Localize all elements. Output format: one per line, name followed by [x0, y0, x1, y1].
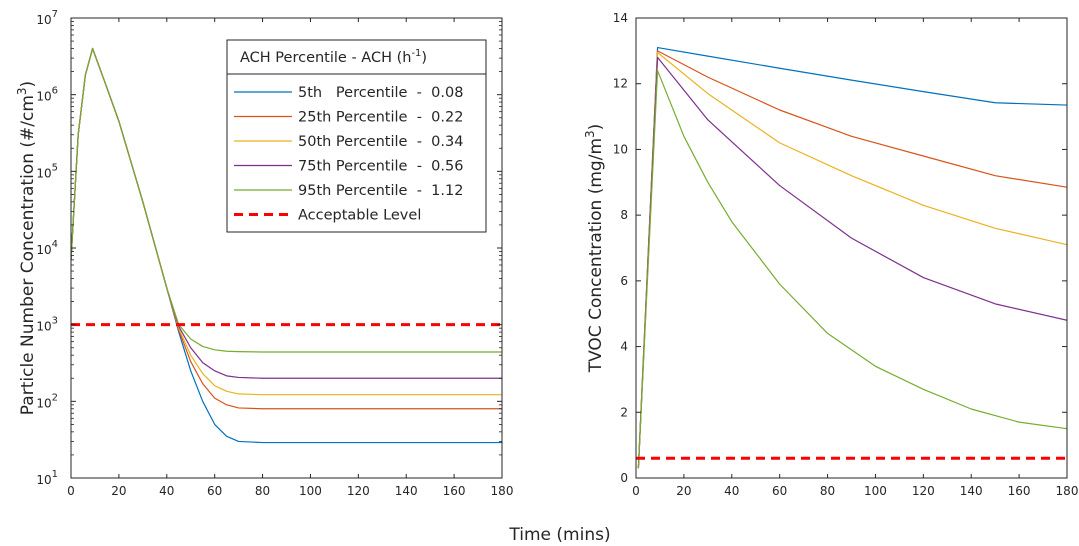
x-tick-label: 120 — [912, 484, 935, 498]
legend-box — [226, 39, 487, 233]
y-tick-label: 10 — [613, 142, 628, 156]
x-tick-label: 20 — [676, 484, 691, 498]
x-tick-label: 20 — [111, 484, 126, 498]
y-tick-label: 101 — [36, 469, 58, 487]
series-line — [637, 50, 1067, 469]
y-axis-title-tvoc: TVOC Concentration (mg/m3) — [583, 124, 606, 374]
legend-entry-label: 25th Percentile - 0.22 — [298, 110, 463, 126]
legend-entry-label: 75th Percentile - 0.56 — [298, 159, 463, 175]
plot-area-frame — [635, 17, 1068, 479]
series-line — [637, 69, 1067, 469]
y-axis-title-particle: Particle Number Concentration (#/cm3) — [15, 81, 38, 415]
tvoc-chart: 0 20 40 60 80 100 120 140 160 180 0 2 4 6 8 10 12 14 TVOC… — [583, 11, 1078, 498]
y-tick-label: 107 — [36, 9, 58, 27]
series-line — [637, 46, 1067, 469]
y-tick-label: 102 — [36, 392, 58, 410]
y-tick-label: 4 — [620, 340, 628, 354]
x-tick-label: 140 — [960, 484, 983, 498]
legend: ACH Percentile - ACH (h-1) 5th Percentil… — [226, 39, 487, 233]
x-tick-label: 80 — [820, 484, 835, 498]
x-tick-label: 100 — [864, 484, 887, 498]
particle-number-chart: 0 20 40 60 80 100 120 140 160 180 101 102 103 104 105 1… — [15, 9, 513, 498]
x-tick-label: 40 — [159, 484, 174, 498]
y-tick-label: 104 — [36, 239, 58, 257]
y-tick-label: 2 — [620, 405, 628, 419]
x-tick-label: 180 — [491, 484, 514, 498]
series-line — [637, 51, 1067, 469]
legend-entry-label: Acceptable Level — [298, 208, 421, 224]
x-tick-label: 40 — [724, 484, 739, 498]
x-tick-label: 120 — [347, 484, 370, 498]
x-tick-label: 0 — [67, 484, 75, 498]
y-tick-label: 12 — [613, 77, 628, 91]
x-tick-label: 160 — [1008, 484, 1031, 498]
y-tick-label: 6 — [620, 274, 628, 288]
x-tick-label: 180 — [1056, 484, 1079, 498]
legend-entry-label: 50th Percentile - 0.34 — [298, 134, 463, 150]
y-tick-label: 8 — [620, 208, 628, 222]
series-line — [637, 56, 1067, 469]
x-tick-label: 160 — [443, 484, 466, 498]
series-line — [71, 47, 502, 353]
x-tick-label: 140 — [395, 484, 418, 498]
y-tick-label: 0 — [620, 471, 628, 485]
legend-title: ACH Percentile - ACH (h-1) — [240, 48, 427, 66]
y-tick-label: 105 — [36, 162, 58, 180]
legend-entry-label: 5th Percentile - 0.08 — [298, 85, 463, 101]
x-tick-label: 100 — [299, 484, 322, 498]
x-axis-title: Time (mins) — [508, 525, 610, 545]
y-tick-label: 103 — [36, 316, 58, 334]
x-tick-label: 60 — [207, 484, 222, 498]
x-tick-label: 0 — [632, 484, 640, 498]
y-tick-label: 14 — [613, 11, 628, 25]
y-tick-label: 106 — [36, 86, 58, 104]
x-tick-label: 80 — [255, 484, 270, 498]
x-tick-label: 60 — [772, 484, 787, 498]
legend-entry-label: 95th Percentile - 1.12 — [298, 183, 463, 199]
